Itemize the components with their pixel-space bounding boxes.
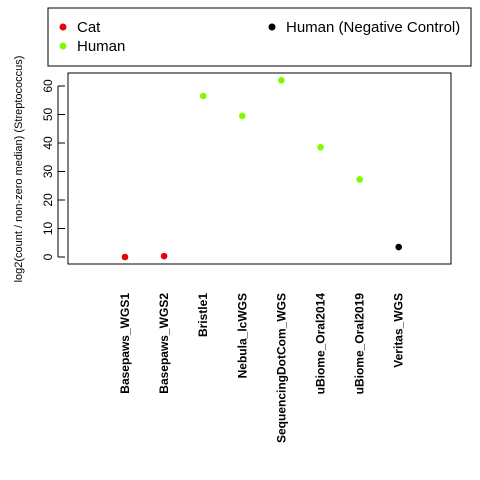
data-point-sequencingdotcom-wgs (278, 77, 285, 84)
data-point-veritas-wgs (395, 243, 403, 251)
x-category-label: Nebula_lcWGS (235, 293, 249, 378)
data-point-nebula-lcwgs (239, 112, 246, 120)
y-tick-label: 20 (41, 193, 55, 207)
y-tick-label: 30 (41, 165, 55, 179)
legend-label-negative-control: Human (Negative Control) (286, 19, 460, 36)
y-tick-label: 0 (41, 253, 55, 260)
y-axis: 0 10 20 30 40 50 60 (41, 79, 65, 260)
legend-marker-cat (59, 23, 67, 31)
legend-label-cat: Cat (77, 19, 101, 36)
x-category-label: Bristle1 (196, 293, 210, 337)
legend-box (47, 7, 472, 67)
data-point-basepaws-wgs2 (160, 252, 168, 260)
y-tick-label: 40 (41, 136, 55, 150)
y-tick-label: 10 (41, 222, 55, 236)
x-category-label: SequencingDotCom_WGS (274, 293, 288, 443)
x-category-label: Basepaws_WGS1 (118, 293, 132, 394)
x-category-label: uBiome_Oral2014 (314, 293, 328, 395)
x-category-label: Veritas_WGS (392, 293, 406, 368)
legend-marker-negative-control (268, 23, 276, 31)
plot-area-frame (67, 72, 452, 265)
data-point-ubiome-oral2019 (356, 176, 363, 183)
y-tick-label: 60 (41, 79, 55, 93)
data-point-ubiome-oral2014 (317, 143, 324, 151)
x-axis-category-labels: Basepaws_WGS1 Basepaws_WGS2 Bristle1 Nebula… (118, 293, 406, 443)
data-points (121, 77, 403, 261)
y-axis-label: log2(count / non-zero median) (Streptoco… (13, 56, 25, 283)
x-category-label: Basepaws_WGS2 (157, 293, 171, 394)
y-tick-label: 50 (41, 108, 55, 122)
x-category-label: uBiome_Oral2019 (353, 293, 367, 395)
data-point-bristle1 (199, 92, 207, 100)
legend-label-human: Human (77, 38, 125, 55)
legend: Cat Human Human (Negative Control) (47, 7, 472, 67)
legend-marker-human (59, 42, 67, 50)
data-point-basepaws-wgs1 (121, 253, 129, 261)
